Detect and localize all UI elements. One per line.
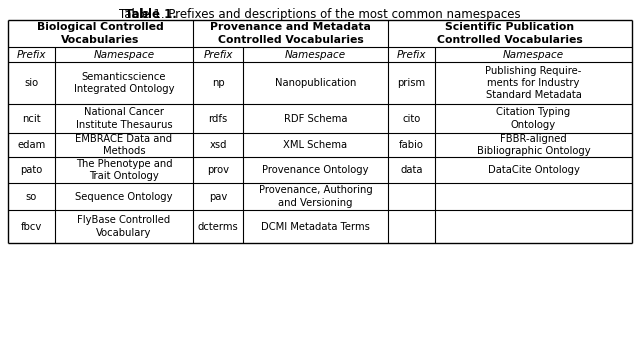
Text: Table 1. Prefixes and descriptions of the most common namespaces: Table 1. Prefixes and descriptions of th… [119, 8, 521, 21]
Text: DCMI Metadata Terms: DCMI Metadata Terms [261, 221, 370, 232]
Text: cito: cito [403, 114, 420, 124]
Text: rdfs: rdfs [209, 114, 228, 124]
Text: Prefix: Prefix [204, 49, 233, 60]
Text: XML Schema: XML Schema [284, 140, 348, 150]
Text: edam: edam [17, 140, 45, 150]
Text: pav: pav [209, 191, 227, 202]
Text: FlyBase Controlled
Vocabulary: FlyBase Controlled Vocabulary [77, 215, 171, 238]
Text: Scientific Publication
Controlled Vocabularies: Scientific Publication Controlled Vocabu… [437, 22, 583, 45]
Text: prism: prism [397, 78, 426, 88]
Text: National Cancer
Institute Thesaurus: National Cancer Institute Thesaurus [76, 107, 172, 130]
Text: Publishing Require-
ments for Industry
Standard Metadata: Publishing Require- ments for Industry S… [485, 66, 582, 100]
Text: The Phenotype and
Trait Ontology: The Phenotype and Trait Ontology [76, 159, 172, 181]
Text: Prefix: Prefix [17, 49, 46, 60]
Text: Provenance Ontology: Provenance Ontology [262, 165, 369, 175]
Text: Biological Controlled
Vocabularies: Biological Controlled Vocabularies [37, 22, 164, 45]
Text: Table 1.: Table 1. [125, 8, 177, 21]
Text: Provenance and Metadata
Controlled Vocabularies: Provenance and Metadata Controlled Vocab… [210, 22, 371, 45]
Text: np: np [212, 78, 224, 88]
Text: EMBRACE Data and
Methods: EMBRACE Data and Methods [76, 134, 173, 156]
Text: Prefix: Prefix [397, 49, 426, 60]
Text: fbcv: fbcv [21, 221, 42, 232]
Text: FBBR-aligned
Bibliographic Ontology: FBBR-aligned Bibliographic Ontology [477, 134, 590, 156]
Text: Semanticscience
Integrated Ontology: Semanticscience Integrated Ontology [74, 72, 174, 94]
Text: data: data [400, 165, 423, 175]
Text: sio: sio [24, 78, 38, 88]
Text: Citation Typing
Ontology: Citation Typing Ontology [497, 107, 571, 130]
Text: RDF Schema: RDF Schema [284, 114, 348, 124]
Text: Sequence Ontology: Sequence Ontology [76, 191, 173, 202]
Text: ncit: ncit [22, 114, 41, 124]
Text: Namespace: Namespace [93, 49, 155, 60]
Text: fabio: fabio [399, 140, 424, 150]
Text: Provenance, Authoring
and Versioning: Provenance, Authoring and Versioning [259, 185, 372, 208]
Text: Namespace: Namespace [285, 49, 346, 60]
Text: DataCite Ontology: DataCite Ontology [488, 165, 579, 175]
Text: so: so [26, 191, 37, 202]
Text: Namespace: Namespace [503, 49, 564, 60]
Text: prov: prov [207, 165, 229, 175]
Text: Nanopublication: Nanopublication [275, 78, 356, 88]
Text: xsd: xsd [209, 140, 227, 150]
Text: pato: pato [20, 165, 43, 175]
Text: dcterms: dcterms [198, 221, 238, 232]
